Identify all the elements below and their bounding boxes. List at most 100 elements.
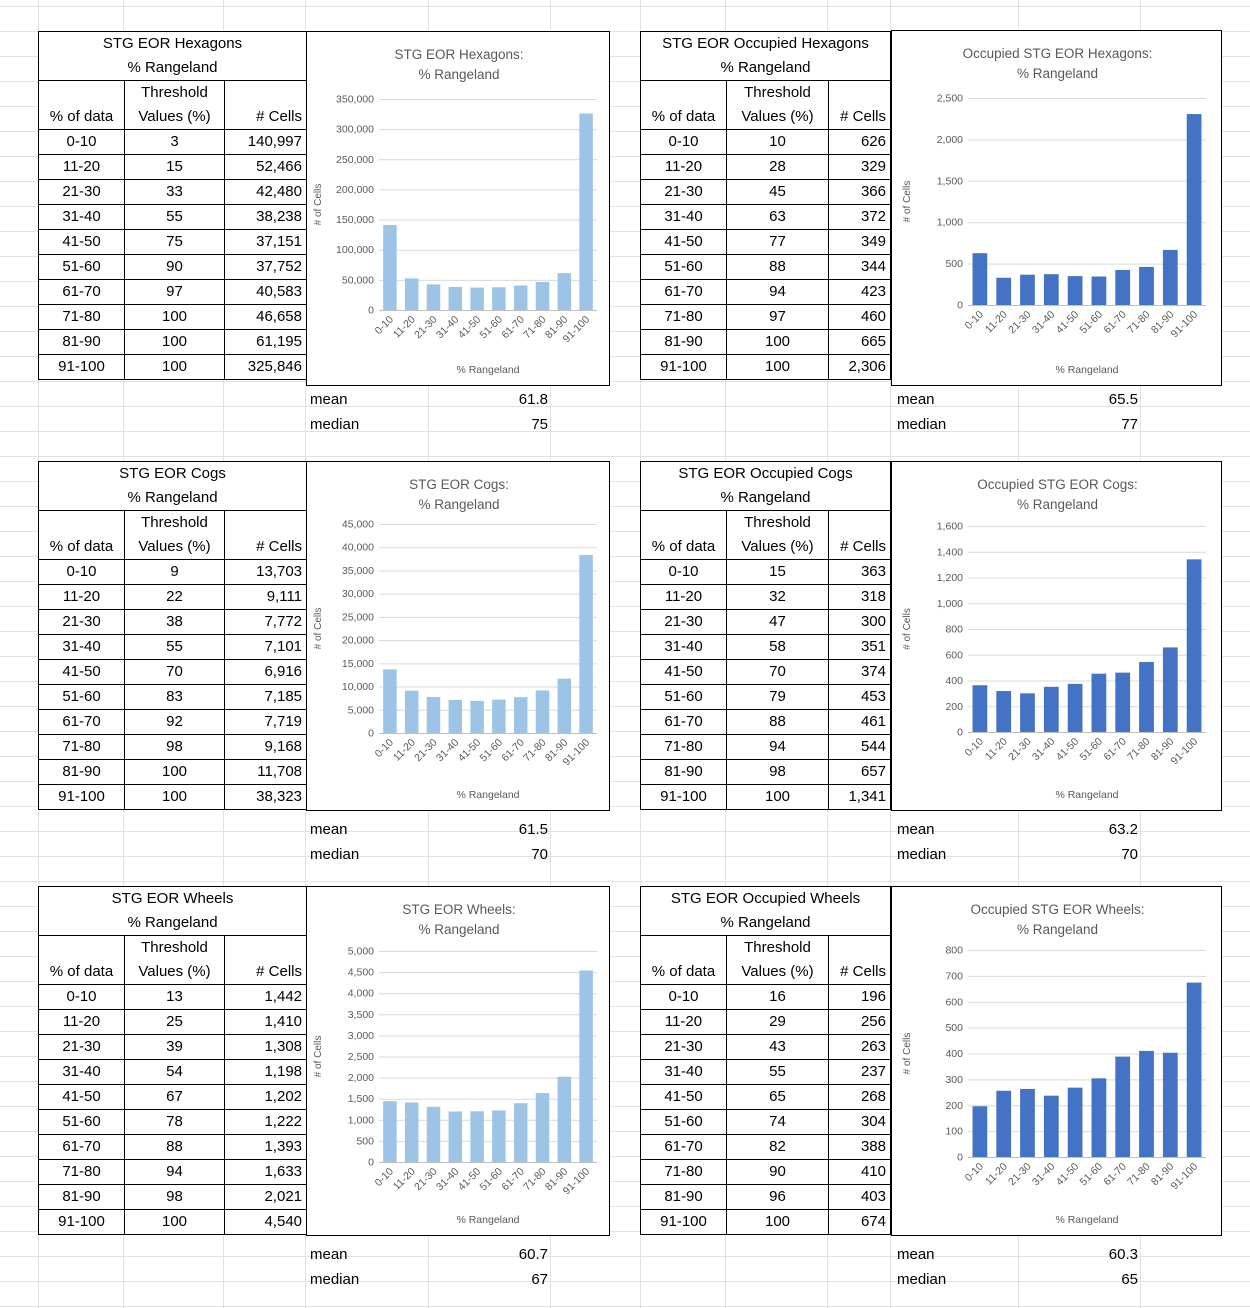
cell-count: 61,195: [224, 329, 307, 355]
bar-chart: STG EOR Cogs: % Rangeland 0 5,000 10,000 15,0…: [306, 461, 610, 811]
cell-percent-range: 31-40: [38, 204, 125, 230]
cell-threshold: 100: [124, 1209, 225, 1235]
bar: [383, 669, 397, 733]
median-value: 75: [531, 416, 548, 433]
x-tick-label: 71-80: [1125, 309, 1153, 337]
cell-percent-range: 11-20: [38, 154, 125, 180]
table-row: 71-80 90 410: [640, 1159, 891, 1185]
median-label: median: [897, 846, 947, 863]
bar: [470, 700, 484, 733]
bar: [996, 691, 1012, 732]
header-percent-of-data: % of data: [38, 535, 125, 560]
x-tick-label: 91-100: [1169, 736, 1201, 768]
cell-count: 460: [828, 304, 891, 330]
cell-percent-range: 91-100: [640, 354, 727, 380]
y-tick-label: 1,000: [937, 598, 963, 610]
y-tick-label: 20,000: [342, 635, 374, 647]
cell-percent-range: 0-10: [640, 559, 727, 585]
table-row: 21-30 43 263: [640, 1034, 891, 1060]
y-tick-label: 1,600: [937, 521, 963, 533]
cell-percent-range: 51-60: [640, 254, 727, 280]
header-blank: [223, 510, 308, 535]
y-tick-label: 45,000: [342, 519, 374, 531]
table-row: 51-60 79 453: [640, 684, 891, 710]
median-value: 65: [1121, 1271, 1138, 1288]
cell-threshold: 100: [124, 304, 225, 330]
cell-count: 329: [828, 154, 891, 180]
cell-percent-range: 31-40: [38, 634, 125, 660]
cell-percent-range: 61-70: [38, 1134, 125, 1160]
chart-svg: Occupied STG EOR Wheels: % Rangeland 0 100 2…: [902, 902, 1206, 1226]
x-tick-label: 41-50: [1054, 309, 1082, 337]
table-row: 41-50 75 37,151: [38, 229, 307, 255]
cell-percent-range: 21-30: [640, 609, 727, 635]
header-threshold: Threshold: [124, 80, 225, 105]
cell-count: 388: [828, 1134, 891, 1160]
x-tick-label: 41-50: [456, 314, 484, 342]
y-tick-label: 0: [368, 728, 374, 740]
bar: [1043, 1095, 1059, 1157]
table-row: 81-90 98 2,021: [38, 1184, 308, 1210]
y-tick-label: 400: [945, 1048, 963, 1060]
cell-count: 1,393: [223, 1134, 308, 1160]
y-axis-label: # of Cells: [313, 608, 324, 650]
cell-count: 374: [828, 659, 891, 685]
cell-count: 13,703: [223, 559, 308, 585]
cell-threshold: 54: [124, 1059, 225, 1085]
x-tick-label: 31-40: [434, 314, 462, 342]
y-tick-label: 0: [368, 1157, 374, 1169]
y-tick-label: 3,500: [348, 1009, 374, 1021]
chart-title: Occupied STG EOR Cogs:: [977, 477, 1138, 492]
table-subtitle: % Rangeland: [37, 486, 308, 511]
mean-label: mean: [897, 1246, 935, 1263]
cell-count: 366: [828, 179, 891, 205]
chart-subtitle: % Rangeland: [418, 497, 499, 512]
y-tick-label: 800: [945, 945, 963, 957]
table-title: STG EOR Wheels: [37, 886, 308, 911]
cell-count: 1,341: [828, 784, 891, 810]
cell-threshold: 67: [124, 1084, 225, 1110]
x-tick-label: 21-30: [412, 737, 440, 765]
bar-chart: Occupied STG EOR Cogs: % Rangeland 0 200 400…: [891, 461, 1222, 811]
cell-threshold: 3: [124, 129, 225, 155]
cell-count: 196: [828, 984, 891, 1010]
table-row: 21-30 33 42,480: [38, 179, 307, 205]
cell-count: 1,308: [223, 1034, 308, 1060]
y-tick-label: 500: [945, 258, 963, 270]
cell-percent-range: 41-50: [640, 659, 727, 685]
cell-percent-range: 71-80: [38, 304, 125, 330]
cell-percent-range: 81-90: [38, 759, 125, 785]
bar: [557, 1076, 572, 1162]
x-tick-label: 11-20: [983, 1161, 1010, 1188]
x-tick-label: 0-10: [963, 309, 986, 332]
y-tick-label: 0: [957, 1152, 963, 1164]
header-cells: # Cells: [224, 105, 307, 130]
y-tick-label: 2,500: [937, 93, 963, 105]
x-tick-label: 61-70: [499, 1166, 527, 1194]
y-tick-label: 40,000: [342, 542, 374, 554]
bar: [383, 224, 397, 310]
cell-threshold: 15: [726, 559, 829, 585]
cell-threshold: 55: [124, 634, 225, 660]
chart-title: STG EOR Wheels:: [402, 902, 515, 917]
cell-count: 140,997: [224, 129, 307, 155]
cell-percent-range: 0-10: [38, 129, 125, 155]
median-label: median: [310, 846, 360, 863]
y-tick-label: 2,000: [348, 1072, 374, 1084]
cell-percent-range: 71-80: [640, 734, 727, 760]
bar-chart: STG EOR Wheels: % Rangeland 0 500 1,000 1,500…: [306, 886, 610, 1236]
table-row: 11-20 29 256: [640, 1009, 891, 1035]
cell-threshold: 94: [124, 1159, 225, 1185]
table-subtitle: % Rangeland: [640, 56, 891, 81]
x-tick-label: 31-40: [434, 1166, 462, 1194]
cell-count: 1,442: [223, 984, 308, 1010]
y-tick-label: 600: [945, 996, 963, 1008]
cell-threshold: 100: [124, 759, 225, 785]
table-subtitle: % Rangeland: [640, 911, 891, 936]
bar: [579, 970, 593, 1162]
cell-threshold: 75: [124, 229, 225, 255]
chart-title: Occupied STG EOR Hexagons:: [963, 46, 1153, 61]
cell-count: 1,633: [223, 1159, 308, 1185]
cell-percent-range: 31-40: [640, 1059, 727, 1085]
cell-percent-range: 11-20: [38, 584, 125, 610]
